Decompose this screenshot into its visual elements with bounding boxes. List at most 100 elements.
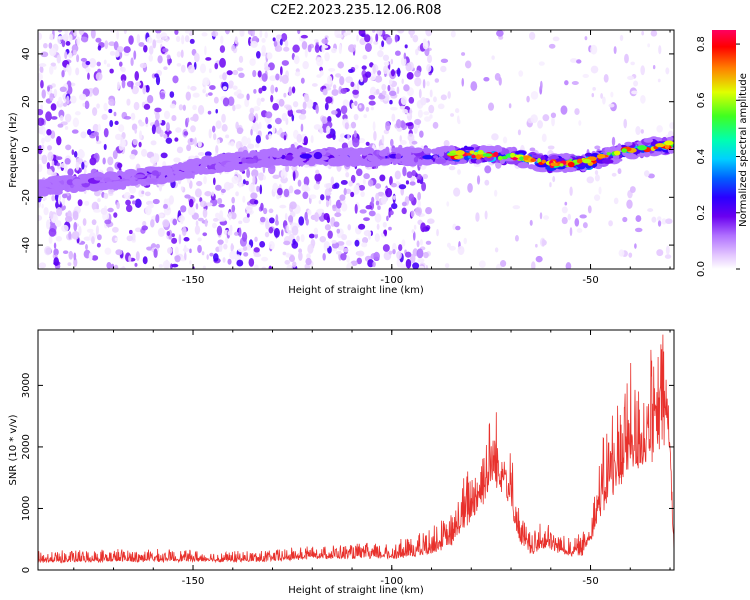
heatmap-noise-blob: [361, 65, 367, 70]
heatmap-noise-blob: [388, 250, 393, 255]
heatmap-noise-blob: [126, 98, 131, 106]
heatmap-noise-blob: [71, 129, 79, 134]
heatmap-noise-blob: [97, 198, 101, 203]
heatmap-noise-blob: [283, 188, 290, 198]
heatmap-noise-blob: [222, 72, 227, 81]
heatmap-noise-blob: [316, 57, 324, 67]
heatmap-noise-blob: [417, 109, 423, 119]
heatmap-noise-blob: [411, 140, 418, 145]
heatmap-noise-blob: [487, 102, 495, 111]
heatmap-noise-blob: [222, 97, 230, 107]
heatmap-noise-blob: [440, 58, 449, 63]
heatmap-noise-blob: [377, 205, 381, 210]
heatmap-noise-blob: [253, 253, 262, 258]
heatmap-noise-blob: [258, 87, 263, 94]
heatmap-noise-blob: [218, 243, 223, 252]
heatmap-noise-blob: [484, 210, 488, 220]
heatmap-noise-blob: [323, 212, 330, 221]
heatmap-noise-blob: [155, 243, 160, 249]
heatmap-noise-blob: [192, 92, 200, 98]
heatmap-noise-blob: [374, 75, 383, 83]
heatmap-hot-blob: [606, 152, 611, 156]
heatmap-noise-blob: [325, 191, 332, 196]
heatmap-noise-blob: [297, 30, 301, 35]
heatmap-noise-blob: [267, 124, 272, 129]
heatmap-ridge-blob: [561, 152, 571, 159]
colorbar-tick-label: 0.8: [696, 36, 707, 52]
heatmap-noise-blob: [132, 138, 138, 146]
heatmap-noise-blob: [197, 217, 204, 222]
heatmap-ridge-blob: [328, 157, 341, 163]
heatmap-ridge-blob: [158, 174, 166, 182]
heatmap-noise-blob: [358, 223, 366, 230]
heatmap-noise-blob: [574, 218, 580, 227]
heatmap-noise-blob: [359, 104, 362, 109]
heatmap-noise-blob: [425, 206, 433, 215]
heatmap-ridge-blob: [229, 152, 238, 158]
heatmap-noise-blob: [356, 34, 359, 42]
heatmap-noise-blob: [335, 206, 341, 214]
heatmap-noise-blob: [182, 104, 186, 111]
heatmap-ridge-blob: [601, 159, 614, 164]
heatmap-ridge-blob: [232, 157, 244, 163]
heatmap-noise-blob: [75, 161, 80, 171]
heatmap-noise-blob: [219, 45, 226, 53]
heatmap-noise-blob: [213, 133, 217, 141]
heatmap-noise-blob: [71, 230, 80, 240]
heatmap-noise-blob: [294, 71, 301, 77]
heatmap-noise-blob: [300, 34, 308, 39]
heatmap-noise-blob: [225, 236, 229, 244]
figure-title: C2E2.2023.235.12.06.R08: [270, 3, 441, 18]
heatmap-noise-blob: [304, 48, 308, 58]
heatmap-noise-blob: [199, 197, 203, 203]
heatmap-noise-blob: [91, 236, 95, 245]
heatmap-noise-blob: [261, 45, 266, 55]
heatmap-noise-blob: [342, 99, 349, 107]
heatmap-hot-blob: [576, 158, 583, 164]
heatmap-noise-blob: [300, 77, 305, 84]
heatmap-noise-blob: [261, 85, 267, 92]
heatmap-noise-blob: [345, 76, 353, 84]
heatmap-noise-blob: [213, 253, 219, 262]
heatmap-noise-blob: [353, 44, 357, 49]
heatmap-noise-blob: [76, 36, 81, 46]
heatmap-noise-blob: [72, 210, 79, 221]
heatmap-noise-blob: [346, 255, 350, 263]
y-tick-label: 2000: [21, 434, 32, 459]
heatmap-noise-blob: [414, 206, 423, 216]
heatmap-noise-blob: [194, 188, 202, 198]
heatmap-noise-blob: [385, 36, 393, 45]
heatmap-noise-blob: [197, 140, 202, 148]
heatmap-noise-blob: [365, 71, 372, 78]
heatmap-noise-blob: [314, 44, 320, 53]
heatmap-noise-blob: [231, 196, 235, 204]
heatmap-noise-blob: [88, 252, 93, 261]
heatmap-noise-blob: [275, 73, 280, 81]
heatmap-noise-blob: [345, 188, 352, 195]
heatmap-noise-blob: [227, 96, 235, 107]
heatmap-noise-blob: [364, 42, 372, 52]
heatmap-noise-blob: [390, 69, 396, 77]
heatmap-noise-blob: [234, 231, 239, 236]
heatmap-hot-blob: [454, 155, 461, 160]
heatmap-noise-blob: [42, 127, 46, 137]
heatmap-noise-blob: [325, 96, 333, 104]
heatmap-noise-blob: [141, 148, 148, 157]
heatmap-noise-blob: [381, 40, 385, 48]
heatmap-noise-blob: [61, 70, 65, 78]
heatmap-noise-blob: [139, 62, 147, 69]
heatmap-noise-blob: [669, 122, 674, 130]
heatmap-noise-blob: [175, 35, 181, 42]
heatmap-noise-blob: [103, 59, 107, 65]
heatmap-noise-blob: [647, 173, 655, 179]
heatmap-noise-blob: [394, 170, 401, 180]
heatmap-noise-blob: [634, 243, 637, 249]
heatmap-noise-blob: [281, 229, 284, 237]
heatmap-noise-blob: [258, 172, 265, 181]
heatmap-noise-blob: [408, 96, 415, 104]
heatmap-noise-blob: [375, 192, 380, 201]
heatmap-noise-blob: [38, 117, 45, 126]
heatmap-noise-blob: [57, 195, 61, 205]
heatmap-noise-blob: [540, 80, 543, 91]
heatmap-noise-blob: [343, 248, 349, 253]
